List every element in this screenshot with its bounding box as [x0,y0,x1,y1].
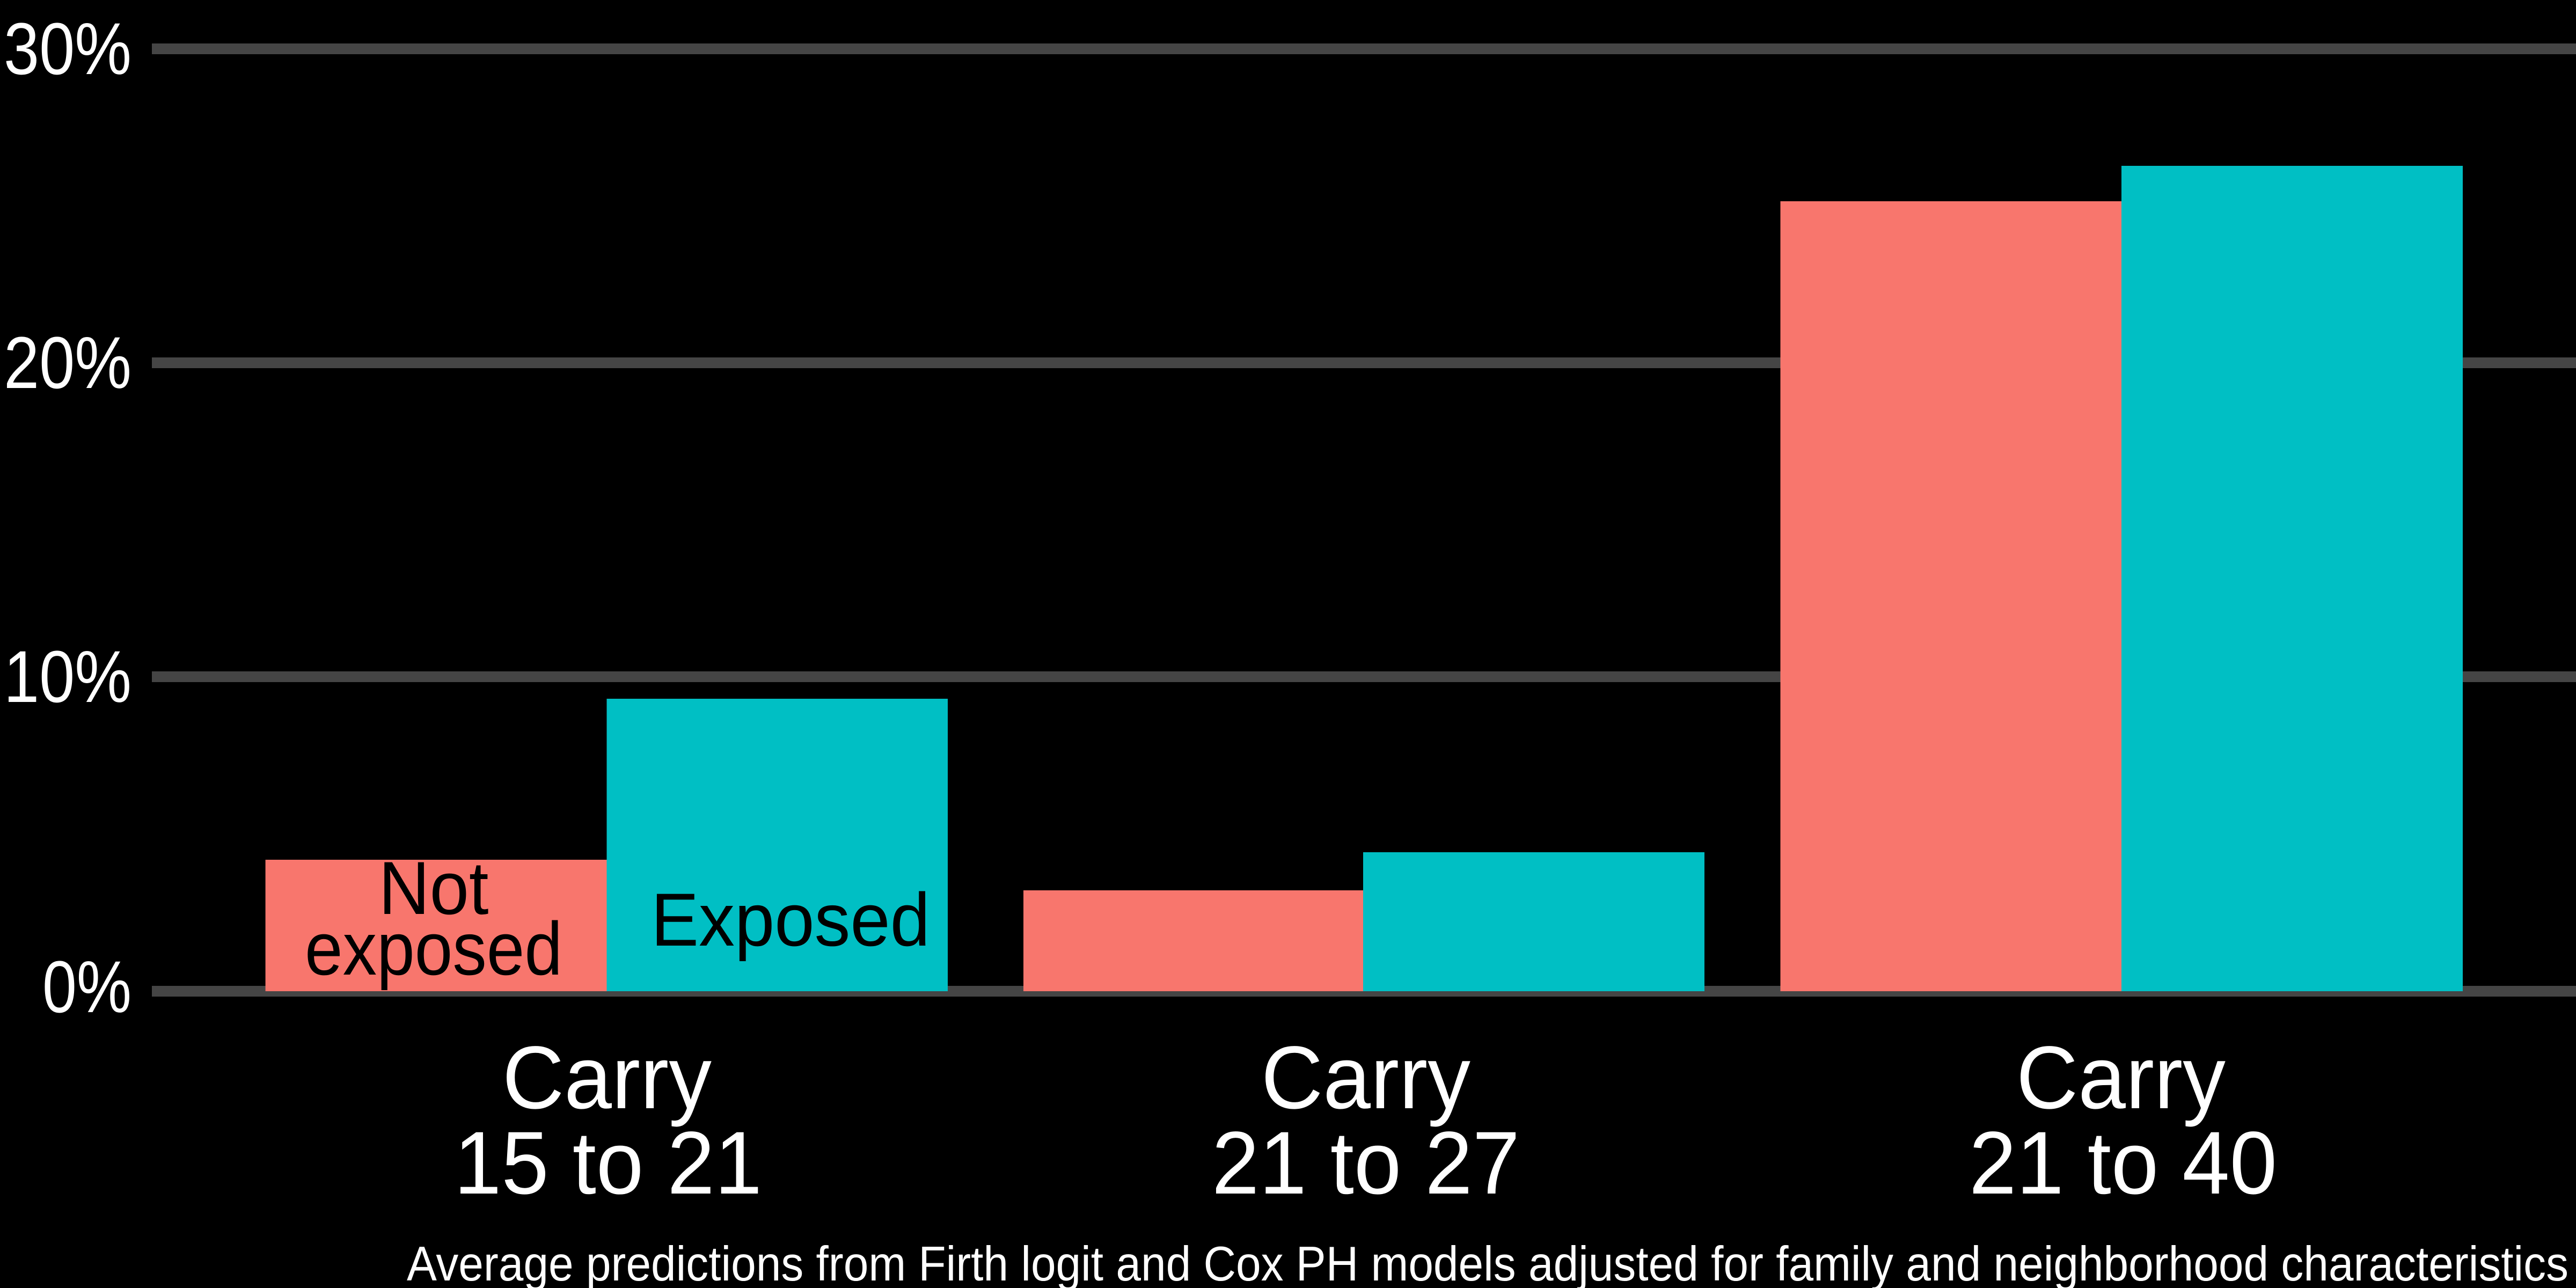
svg-text:15 to 21: 15 to 21 [454,1114,762,1213]
svg-text:30%: 30% [4,8,131,90]
svg-text:Carry: Carry [1261,1028,1470,1128]
svg-text:0%: 0% [42,946,131,1028]
svg-text:Exposed: Exposed [651,877,930,962]
svg-text:exposed: exposed [305,906,562,991]
svg-text:Not: Not [379,846,489,930]
svg-text:Carry: Carry [2016,1028,2226,1128]
svg-text:Carry: Carry [502,1028,712,1128]
svg-text:20%: 20% [4,322,131,404]
svg-text:Average predictions from Firth: Average predictions from Firth logit and… [407,1237,2568,1288]
svg-text:21 to 27: 21 to 27 [1212,1114,1520,1213]
svg-text:10%: 10% [4,636,131,718]
svg-text:21 to 40: 21 to 40 [1969,1114,2277,1213]
